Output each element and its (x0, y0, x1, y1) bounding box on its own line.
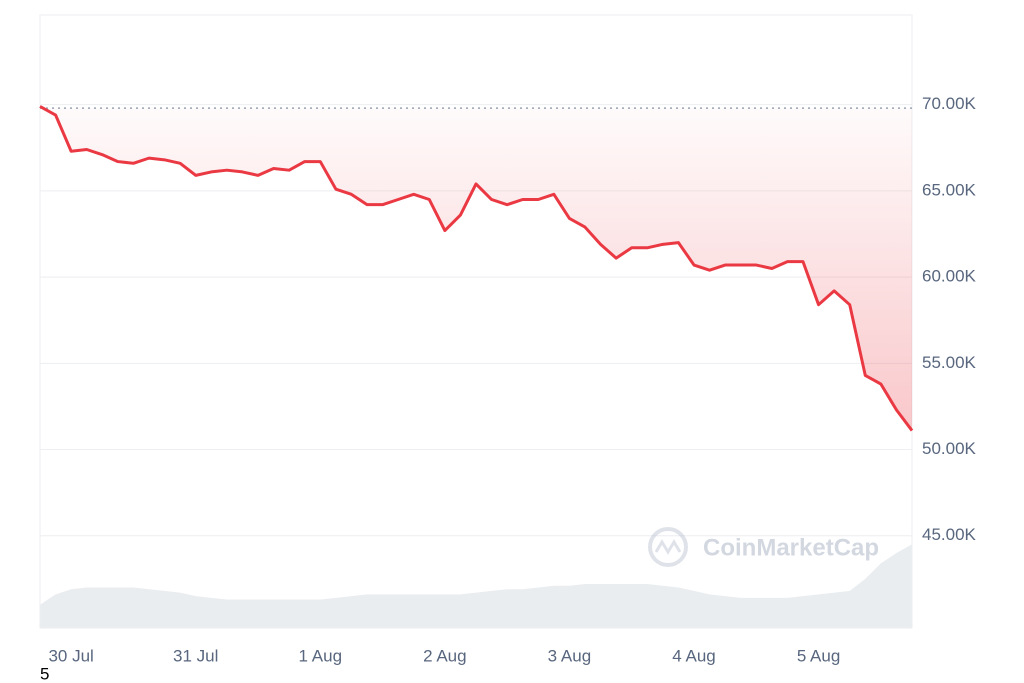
watermark: CoinMarketCap (703, 534, 879, 561)
annotation: 5 (40, 664, 49, 683)
y-tick-label: 70.00K (922, 94, 977, 113)
x-tick-label: 1 Aug (299, 646, 343, 665)
y-tick-label: 55.00K (922, 353, 977, 372)
x-tick-label: 4 Aug (672, 646, 716, 665)
x-tick-label: 2 Aug (423, 646, 467, 665)
area-fill (40, 106, 912, 431)
y-tick-label: 60.00K (922, 267, 977, 286)
price-line (39, 105, 914, 432)
volume-area (40, 544, 912, 628)
y-tick-label: 65.00K (922, 180, 977, 199)
x-tick-label: 31 Jul (173, 646, 218, 665)
x-tick-label: 5 Aug (797, 646, 841, 665)
y-tick-label: 50.00K (922, 439, 977, 458)
x-tick-label: 3 Aug (548, 646, 592, 665)
x-tick-label: 30 Jul (48, 646, 93, 665)
watermark-logo (648, 527, 688, 567)
y-tick-label: 45.00K (922, 525, 977, 544)
